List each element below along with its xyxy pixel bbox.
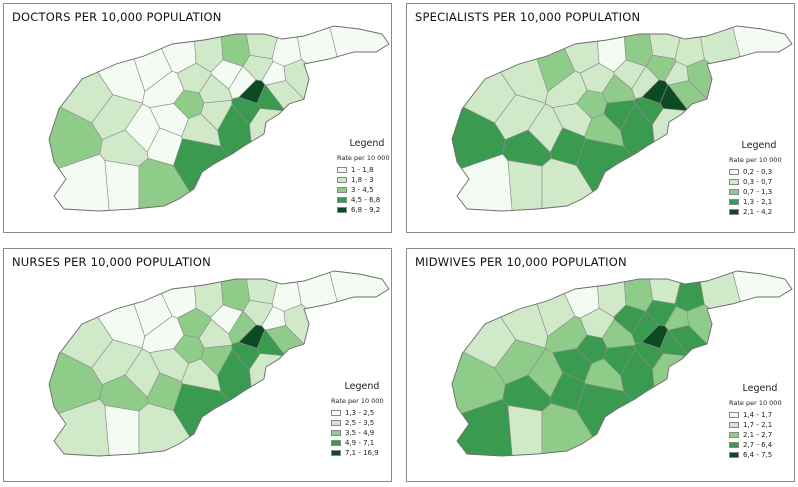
legend-label: 1,8 - 3 [351, 176, 374, 184]
legend-entry: 2,1 - 2,7 [729, 430, 791, 440]
legend-label: 4,9 - 7,1 [345, 439, 375, 447]
panel-title-specialists: SPECIALISTS PER 10,000 POPULATION [415, 10, 641, 24]
legend-entry: 1,3 - 2,1 [729, 197, 789, 207]
legend-label: 2,1 - 4,2 [743, 208, 773, 216]
legend-swatch [729, 169, 739, 175]
legend-entry: 6,4 - 7,5 [729, 450, 791, 460]
panel-midwives: MIDWIVES PER 10,000 POPULATION Legend Ra… [406, 248, 795, 482]
map-doctors [48, 25, 390, 212]
legend-swatch [331, 440, 341, 446]
legend-swatch [337, 187, 347, 193]
legend-label: 3,5 - 4,9 [345, 429, 375, 437]
legend-label: 3 - 4,5 [351, 186, 374, 194]
legend-swatch [337, 197, 347, 203]
panel-doctors: DOCTORS PER 10,000 POPULATION Legend Rat… [3, 3, 392, 233]
province-region [104, 405, 140, 456]
legend-entry: 0,3 - 0,7 [729, 177, 789, 187]
legend-midwives: Legend Rate per 10 000 1,4 - 1,7 1,7 - 2… [729, 383, 791, 460]
legend-swatch [331, 430, 341, 436]
legend-swatch [331, 420, 341, 426]
legend-swatch [729, 199, 739, 205]
legend-swatch [337, 167, 347, 173]
legend-label: 6,8 - 9,2 [351, 206, 381, 214]
legend-heading: Legend [349, 138, 385, 149]
legend-heading: Legend [344, 381, 380, 392]
legend-label: 7,1 - 16,9 [345, 449, 379, 457]
legend-doctors: Legend Rate per 10 000 1 - 1,8 1,8 - 3 3… [337, 138, 391, 215]
legend-swatch [729, 412, 739, 418]
country-outline [451, 25, 793, 212]
legend-entry: 1,7 - 2,1 [729, 420, 791, 430]
panel-title-midwives: MIDWIVES PER 10,000 POPULATION [415, 255, 627, 269]
legend-entry: 2,7 - 6,4 [729, 440, 791, 450]
map-specialists [451, 25, 793, 212]
province-region [104, 160, 140, 211]
legend-swatch [729, 452, 739, 458]
legend-swatch [729, 189, 739, 195]
legend-entry: 0,7 - 1,3 [729, 187, 789, 197]
legend-heading: Legend [741, 140, 777, 151]
map-nurses [48, 270, 390, 457]
legend-entry: 4,9 - 7,1 [331, 438, 391, 448]
legend-specialists: Legend Rate per 10 000 0,2 - 0,3 0,3 - 0… [729, 140, 789, 217]
country-outline [48, 270, 390, 457]
legend-label: 1,3 - 2,5 [345, 409, 375, 417]
legend-label: 2,1 - 2,7 [743, 431, 773, 439]
legend-swatch [337, 177, 347, 183]
legend-entry: 2,5 - 3,5 [331, 418, 391, 428]
legend-entry: 3,5 - 4,9 [331, 428, 391, 438]
panel-nurses: NURSES PER 10,000 POPULATION Legend Rate… [3, 248, 392, 482]
legend-subtitle: Rate per 10 000 [729, 399, 782, 407]
legend-label: 4,5 - 6,8 [351, 196, 381, 204]
country-outline [451, 270, 793, 457]
legend-entry: 0,2 - 0,3 [729, 167, 789, 177]
legend-entry: 4,5 - 6,8 [337, 195, 391, 205]
legend-label: 0,3 - 0,7 [743, 178, 773, 186]
legend-swatch [729, 432, 739, 438]
legend-swatch [729, 442, 739, 448]
panel-title-doctors: DOCTORS PER 10,000 POPULATION [12, 10, 222, 24]
legend-subtitle: Rate per 10 000 [729, 156, 782, 164]
legend-nurses: Legend Rate per 10 000 1,3 - 2,5 2,5 - 3… [331, 381, 391, 458]
province-region [507, 160, 543, 211]
legend-swatch [729, 179, 739, 185]
legend-swatch [331, 410, 341, 416]
legend-entry: 1 - 1,8 [337, 165, 391, 175]
panel-specialists: SPECIALISTS PER 10,000 POPULATION Legend… [406, 3, 795, 233]
legend-heading: Legend [742, 383, 778, 394]
legend-swatch [337, 207, 347, 213]
legend-label: 1,7 - 2,1 [743, 421, 773, 429]
legend-label: 6,4 - 7,5 [743, 451, 773, 459]
legend-swatch [331, 450, 341, 456]
legend-entry: 1,3 - 2,5 [331, 408, 391, 418]
legend-label: 2,5 - 3,5 [345, 419, 375, 427]
legend-swatch [729, 422, 739, 428]
legend-entry: 6,8 - 9,2 [337, 205, 391, 215]
legend-subtitle: Rate per 10 000 [331, 397, 384, 405]
map-midwives [451, 270, 793, 457]
legend-label: 1,3 - 2,1 [743, 198, 773, 206]
legend-label: 1 - 1,8 [351, 166, 374, 174]
legend-label: 1,4 - 1,7 [743, 411, 773, 419]
province-region [507, 405, 543, 456]
legend-subtitle: Rate per 10 000 [337, 154, 390, 162]
legend-entry: 3 - 4,5 [337, 185, 391, 195]
country-outline [48, 25, 390, 212]
panel-title-nurses: NURSES PER 10,000 POPULATION [12, 255, 211, 269]
legend-label: 0,2 - 0,3 [743, 168, 773, 176]
legend-entry: 1,4 - 1,7 [729, 410, 791, 420]
legend-entry: 2,1 - 4,2 [729, 207, 789, 217]
legend-label: 2,7 - 6,4 [743, 441, 773, 449]
legend-swatch [729, 209, 739, 215]
legend-entry: 7,1 - 16,9 [331, 448, 391, 458]
legend-label: 0,7 - 1,3 [743, 188, 773, 196]
legend-entry: 1,8 - 3 [337, 175, 391, 185]
